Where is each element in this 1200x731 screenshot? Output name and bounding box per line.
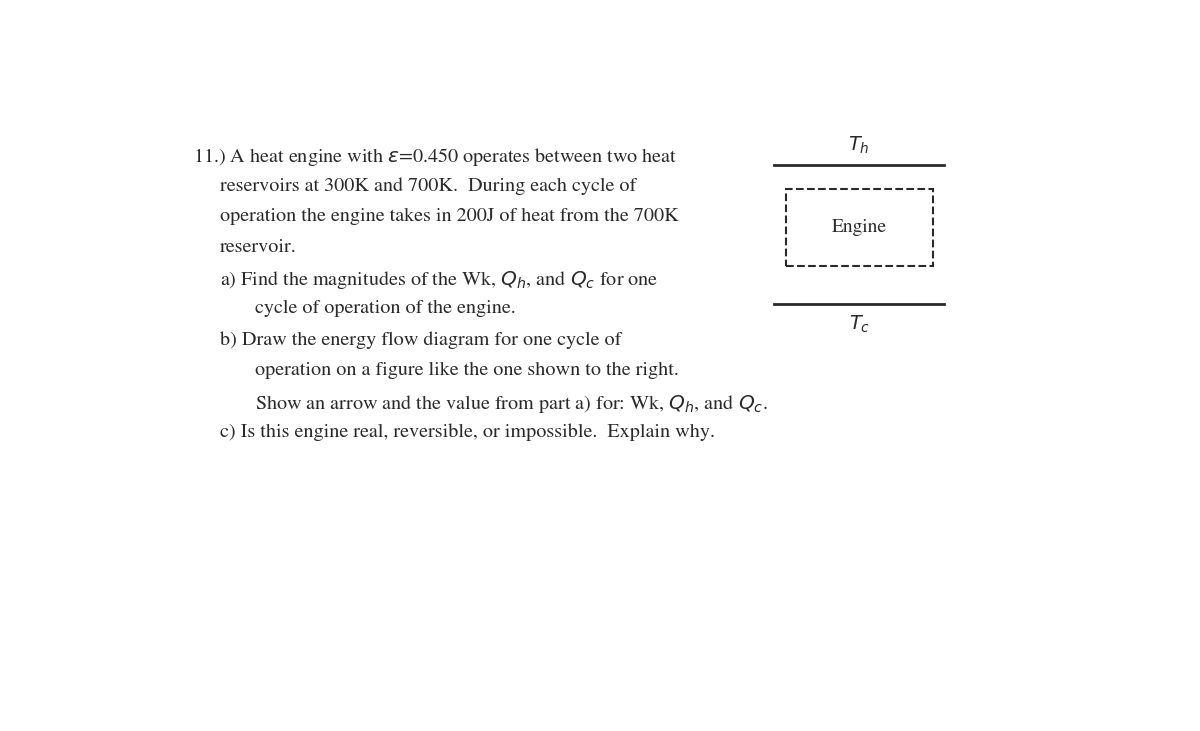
Text: $T_c$: $T_c$	[848, 314, 870, 335]
Text: Show an arrow and the value from part a) for: Wk, $Q_h$, and $Q_c$.: Show an arrow and the value from part a)…	[254, 393, 768, 414]
Text: $T_h$: $T_h$	[848, 135, 870, 156]
Text: cycle of operation of the engine.: cycle of operation of the engine.	[254, 300, 515, 317]
Text: c) Is this engine real, reversible, or impossible.  Explain why.: c) Is this engine real, reversible, or i…	[220, 423, 715, 441]
Text: operation on a figure like the one shown to the right.: operation on a figure like the one shown…	[254, 362, 678, 379]
Text: b) Draw the energy flow diagram for one cycle of: b) Draw the energy flow diagram for one …	[220, 331, 622, 349]
Text: a) Find the magnitudes of the Wk, $Q_h$, and $Q_c$ for one: a) Find the magnitudes of the Wk, $Q_h$,…	[220, 270, 658, 292]
Text: operation the engine takes in 200J of heat from the 700K: operation the engine takes in 200J of he…	[220, 208, 678, 225]
Bar	[786, 189, 932, 265]
Text: 11.) A heat engine with $\varepsilon$=0.450 operates between two heat: 11.) A heat engine with $\varepsilon$=0.…	[193, 146, 677, 168]
Text: reservoirs at 300K and 700K.  During each cycle of: reservoirs at 300K and 700K. During each…	[220, 177, 636, 194]
Text: Engine: Engine	[832, 219, 887, 235]
Text: reservoir.: reservoir.	[220, 238, 296, 256]
